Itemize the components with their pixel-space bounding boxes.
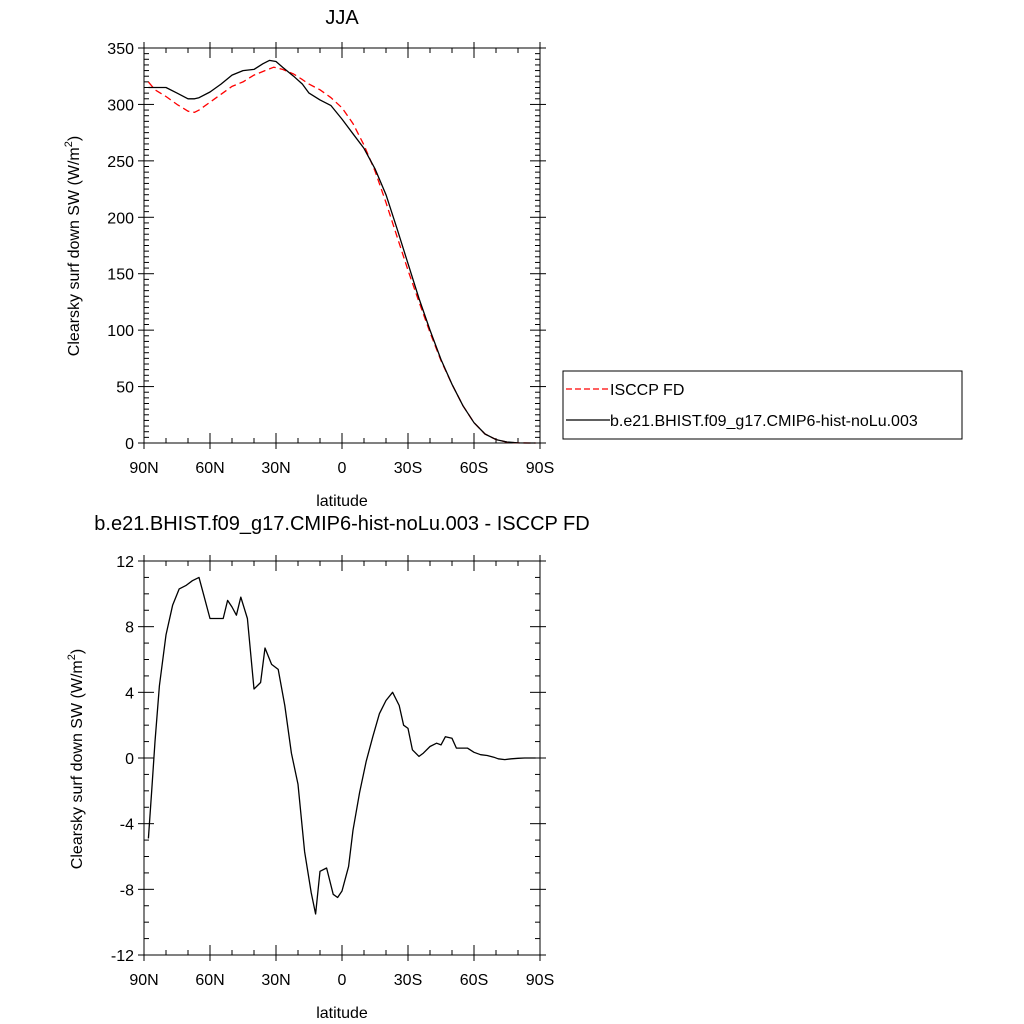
y-tick-label: 12 [116,554,134,571]
top-chart-panel: JJA 0 50 100 150 200 250 300 350 90N 60N 30N 0 30S 60… [63,7,963,510]
bottom-chart-series-line-model [147,576,536,915]
top-chart-ylabel: Clearsky surf down SW (W/m2) [63,136,83,356]
bottom-chart-panel: b.e21.BHIST.f09_g17.CMIP6-hist-noLu.003 … [66,513,590,1022]
x-tick-label: 30N [261,460,290,477]
bottom-chart-ylabel-superscript: 2 [66,654,78,660]
x-tick-label: 0 [338,460,347,477]
y-tick-label: 4 [125,685,134,702]
top-chart-ylabel-close: ) [66,136,83,141]
x-tick-label: 0 [338,972,347,989]
bottom-chart-ylabel-main: Clearsky surf down SW (W/m [69,660,86,869]
bottom-chart-ylabel-close: ) [69,649,86,654]
y-tick-label: 350 [107,41,134,58]
bottom-chart-ylabel: Clearsky surf down SW (W/m2) [66,649,86,869]
x-tick-label: 30S [394,460,422,477]
legend-label-model: b.e21.BHIST.f09_g17.CMIP6-hist-noLu.003 [610,413,918,430]
x-tick-label: 90S [526,460,554,477]
x-tick-label: 60N [195,972,224,989]
y-tick-label: -8 [120,882,134,899]
x-tick-label: 30N [261,972,290,989]
x-tick-label: 90N [129,972,158,989]
y-tick-label: 250 [107,154,134,171]
x-tick-label: 30S [394,972,422,989]
y-tick-label: 8 [125,620,134,637]
bottom-chart-frame [143,560,541,956]
top-chart-series-line-isccp [147,66,536,444]
x-tick-label: 90N [129,460,158,477]
top-chart-series-line-model [148,59,536,444]
bottom-chart-xlabel: latitude [316,1005,368,1022]
y-tick-label: 150 [107,267,134,284]
top-chart-title: JJA [325,7,359,29]
y-tick-label: 50 [116,380,134,397]
x-tick-label: 60S [460,972,488,989]
y-tick-label: 200 [107,210,134,227]
top-chart-ylabel-superscript: 2 [63,141,75,147]
legend: ISCCP FD b.e21.BHIST.f09_g17.CMIP6-hist-… [562,370,963,440]
top-chart-ylabel-main: Clearsky surf down SW (W/m [66,147,83,356]
bottom-chart-title: b.e21.BHIST.f09_g17.CMIP6-hist-noLu.003 … [94,513,589,535]
x-tick-label: 60S [460,460,488,477]
y-tick-label: -4 [120,817,134,834]
legend-label-isccp: ISCCP FD [610,382,684,399]
top-chart-plot-area: 0 50 100 150 200 250 300 350 90N 60N 30N 0 30S 60S 90S [107,41,554,477]
y-tick-label: 300 [107,97,134,114]
legend-box [562,370,963,440]
y-tick-label: -12 [111,948,134,965]
top-chart-xlabel: latitude [316,493,368,510]
x-tick-label: 60N [195,460,224,477]
bottom-chart-plot-area: -12 -8 -4 0 4 8 12 90N 60N 30N 0 30S 60S 90S [111,554,554,989]
y-tick-label: 0 [125,436,134,453]
y-tick-label: 0 [125,751,134,768]
x-tick-label: 90S [526,972,554,989]
y-tick-label: 100 [107,323,134,340]
